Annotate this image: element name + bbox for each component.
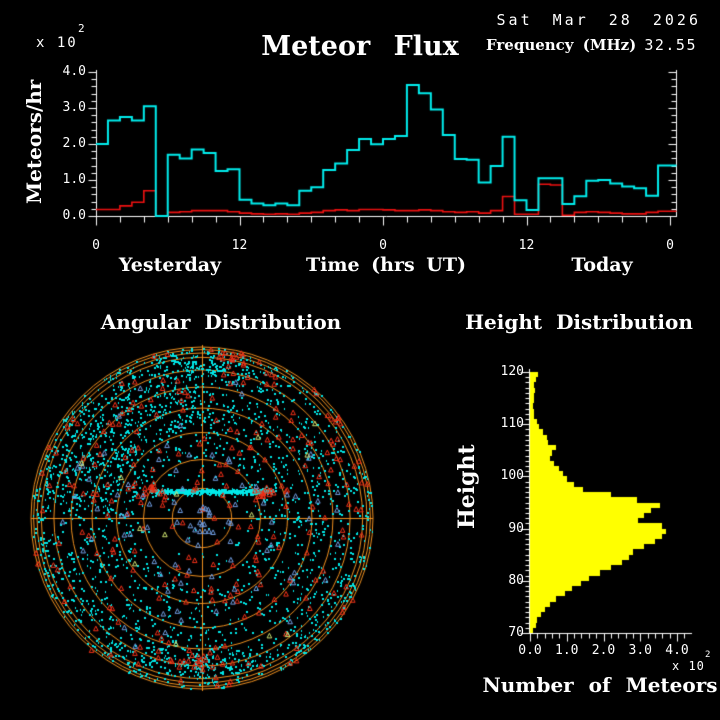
height-x-tick-label: 3.0 — [628, 643, 652, 658]
angular-distribution-canvas — [10, 330, 395, 705]
flux-x-axis-label: Time (hrs UT) — [306, 254, 466, 276]
flux-y-tick-label: 2.0 — [62, 136, 86, 151]
height-x-scale-label: x 10 — [672, 659, 705, 673]
height-x-axis-label: Number of Meteors — [482, 673, 718, 697]
flux-y-tick-label: 3.0 — [62, 100, 86, 115]
flux-x-tick-label: 12 — [518, 238, 535, 253]
height-y-axis-label: Height — [454, 444, 480, 529]
height-x-scale-exponent: 2 — [705, 650, 711, 660]
height-y-tick-label: 90 — [508, 520, 524, 536]
flux-y-tick-label: 1.0 — [62, 172, 86, 187]
day-label-yesterday: Yesterday — [118, 254, 222, 276]
flux-x-tick-label: 0 — [379, 238, 387, 253]
frequency-label: Frequency (MHz) — [486, 36, 637, 54]
height-x-tick-label: 1.0 — [555, 643, 579, 658]
flux-y-tick-label: 0.0 — [62, 208, 86, 223]
height-y-tick-label: 70 — [508, 625, 524, 640]
flux-x-tick-label: 0 — [666, 238, 674, 253]
flux-chart-canvas — [0, 0, 720, 300]
height-y-tick-label: 80 — [508, 572, 524, 588]
height-histogram-canvas — [420, 330, 720, 645]
height-y-tick-label: 100 — [500, 468, 524, 484]
flux-y-scale-exponent: 2 — [78, 22, 85, 35]
height-y-tick-label: 110 — [500, 416, 524, 432]
height-x-tick-label: 0.0 — [518, 643, 542, 658]
angular-distribution-title: Angular Distribution — [100, 310, 342, 334]
day-label-today: Today — [571, 254, 633, 276]
height-x-tick-label: 2.0 — [591, 643, 616, 658]
height-y-tick-label: 120 — [500, 364, 524, 379]
page-title: Meteor Flux — [261, 31, 459, 62]
flux-x-tick-label: 12 — [231, 238, 248, 253]
flux-y-tick-label: 4.0 — [62, 64, 86, 79]
date-text: Sat Mar 28 2026 — [496, 11, 701, 29]
flux-y-scale-label: x 10 — [36, 35, 78, 51]
height-distribution-title: Height Distribution — [465, 310, 693, 334]
flux-x-tick-label: 0 — [92, 238, 100, 253]
height-x-tick-label: 4.0 — [665, 643, 689, 658]
frequency-value: 32.55 — [644, 36, 697, 54]
